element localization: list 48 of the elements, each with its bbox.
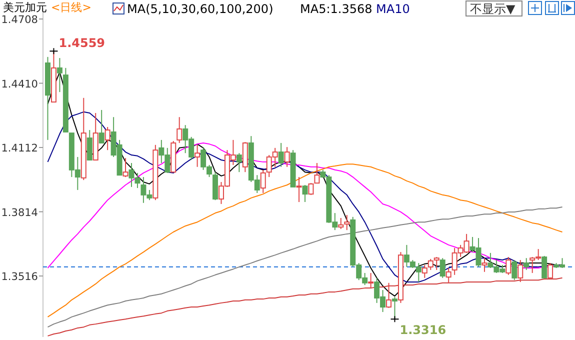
candlestick xyxy=(194,144,200,168)
candlestick xyxy=(338,217,344,230)
candlestick xyxy=(212,172,218,201)
candlestick xyxy=(518,260,524,283)
candlestick xyxy=(284,146,290,168)
candlestick xyxy=(176,116,182,144)
candlestick xyxy=(548,262,554,278)
y-tick-label: 1.3814 xyxy=(1,206,38,219)
candlestick xyxy=(122,158,128,178)
y-tick-label: 1.3516 xyxy=(1,271,38,284)
candlestick xyxy=(542,255,548,278)
candlestick xyxy=(308,182,314,196)
candlestick xyxy=(314,162,320,184)
y-tick-label: 1.4112 xyxy=(1,142,38,155)
candlestick xyxy=(98,109,104,144)
candlestick xyxy=(422,264,428,278)
annotation: MA(5,10,30,60,100,200) xyxy=(127,2,274,16)
candlestick xyxy=(434,256,440,270)
candlestick xyxy=(104,126,110,151)
candlestick xyxy=(86,130,92,160)
candlestick xyxy=(482,258,488,272)
annotation: 不显示▼ xyxy=(470,2,516,16)
candlestick xyxy=(428,258,434,270)
annotation: 1.3316 xyxy=(400,323,446,338)
y-tick-label: 1.4708 xyxy=(1,14,38,26)
line-series xyxy=(47,277,563,336)
candlestick xyxy=(368,272,374,289)
candlestick xyxy=(236,152,242,173)
candlestick xyxy=(56,58,62,93)
candlestick xyxy=(296,176,302,203)
candlestick xyxy=(260,169,266,194)
chart-subtitle: <日线> xyxy=(51,1,92,14)
candlestick xyxy=(440,258,446,278)
candlestick xyxy=(524,258,530,270)
text: MA5:1.3568 xyxy=(300,2,372,16)
candlestick xyxy=(242,142,248,173)
candlestick xyxy=(506,256,512,276)
line-series xyxy=(47,164,563,318)
candlestick xyxy=(344,214,350,231)
text: MA10 xyxy=(376,2,410,16)
annotation: 1.4559 xyxy=(58,36,106,50)
candlestick xyxy=(278,142,284,168)
candlestick xyxy=(512,260,518,281)
chart-title: 美元加元 xyxy=(3,1,47,14)
candlestick xyxy=(446,268,452,284)
y-tick-label: 1.4410 xyxy=(1,78,38,90)
candlestick xyxy=(386,282,392,308)
candlestick xyxy=(302,184,308,203)
